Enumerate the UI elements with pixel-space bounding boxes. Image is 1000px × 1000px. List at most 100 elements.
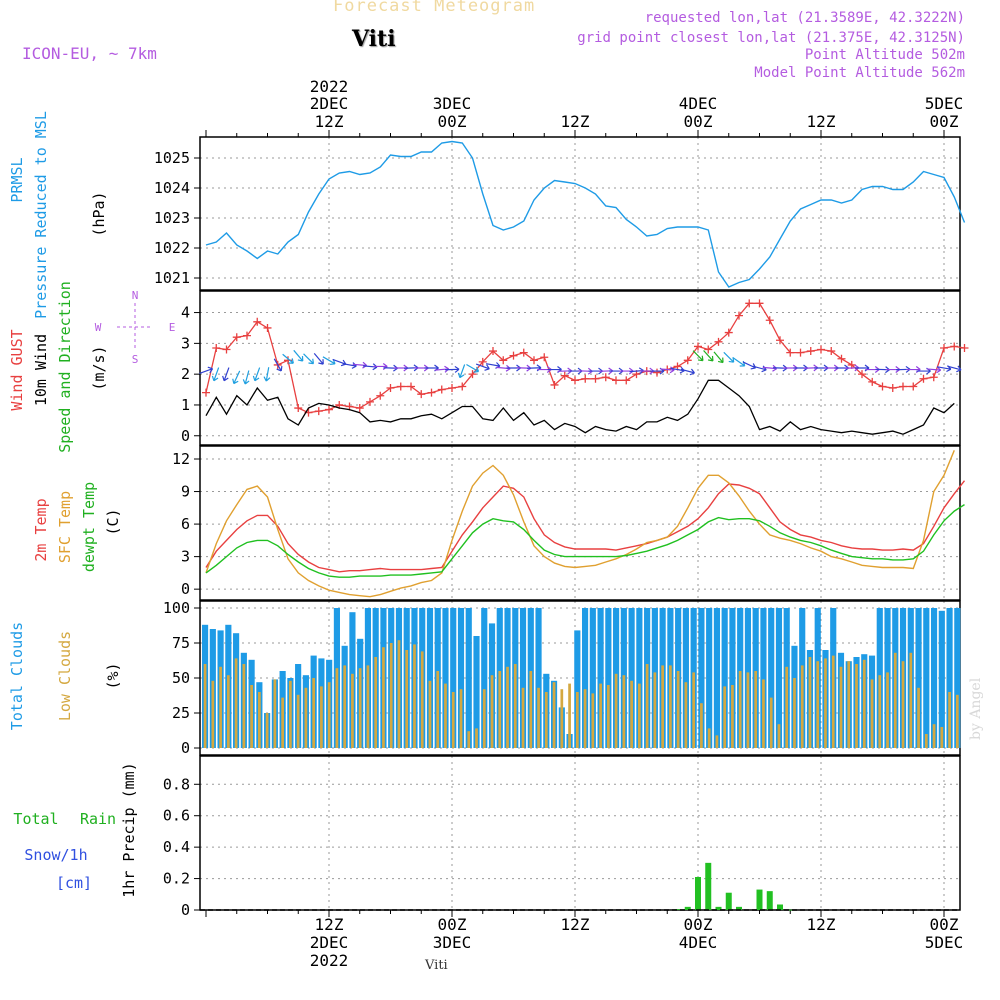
wind-ytick-label: 1: [181, 396, 190, 414]
low-cloud-bar: [451, 692, 455, 748]
wind-gust-marker: [458, 382, 467, 391]
low-cloud-bar: [684, 682, 688, 748]
wind-gust-marker: [909, 382, 918, 391]
bottom-axis-year-label: 2022: [310, 951, 349, 970]
clouds-unit-label: (%): [104, 662, 122, 689]
wind-gust-marker: [366, 397, 374, 406]
top-axis-hour-label: 12Z: [315, 112, 344, 131]
low-cloud-bar: [475, 728, 478, 748]
top-axis-date-label: 5DEC: [925, 94, 964, 113]
low-cloud-bar: [886, 672, 889, 748]
wind-direction-arrow: [723, 351, 735, 363]
wind-gust-marker: [704, 345, 713, 354]
precip-rain-bar: [674, 909, 681, 911]
wind-gust-marker: [407, 382, 415, 391]
wind-gust-marker: [243, 331, 251, 340]
low-cloud-bar: [847, 661, 851, 748]
wind-gust-marker: [396, 382, 405, 391]
bottom-axis-hour-label: 12Z: [315, 915, 344, 934]
total-cloud-bar: [729, 608, 736, 748]
wind-gust-marker: [314, 407, 323, 416]
top-axis-hour-label: 12Z: [561, 112, 590, 131]
wind-direction-arrow: [752, 365, 767, 373]
total-cloud-bar: [605, 608, 612, 748]
wind-gust-marker: [499, 356, 508, 365]
wind-gust-marker: [653, 368, 661, 377]
precip-ytick-label: 0.6: [163, 807, 190, 825]
total-cloud-bar: [597, 608, 604, 748]
bottom-axis-date-label: 5DEC: [925, 933, 964, 952]
low-cloud-bar: [529, 671, 533, 748]
total-cloud-bar: [713, 608, 720, 748]
requested-coordinates: requested lon,lat (21.3589E, 42.3222N): [644, 10, 965, 26]
low-cloud-bar: [746, 672, 750, 748]
top-axis-hour-label: 12Z: [807, 112, 836, 131]
wind-gust-marker: [253, 317, 262, 326]
wind-gust-marker: [550, 380, 559, 389]
low-cloud-bar: [591, 693, 595, 748]
low-cloud-bar: [676, 671, 680, 748]
wind-speed-direction-label: Speed and Direction: [56, 281, 74, 453]
precip-rain-bar: [777, 904, 783, 910]
low-cloud-bar: [924, 734, 928, 748]
low-cloud-bar: [389, 643, 393, 748]
low-cloud-bar: [661, 665, 664, 748]
low-cloud-bar: [397, 640, 401, 748]
low-cloud-bar: [738, 671, 742, 748]
temp-sfc-line: [205, 450, 955, 598]
total-cloud-bar: [721, 608, 728, 748]
wind-unit-label: (m/s): [90, 345, 108, 390]
wind-gust-marker: [796, 348, 805, 357]
wind-gust-marker: [212, 343, 221, 352]
total-cloud-bar: [582, 608, 589, 748]
wind-gust-marker: [817, 345, 825, 354]
low-cloud-bar: [467, 731, 471, 748]
low-cloud-bar: [808, 657, 812, 748]
low-cloud-bar: [893, 652, 897, 748]
wind-gust-marker: [581, 374, 590, 383]
wind-ytick-label: 4: [181, 304, 190, 322]
wind-direction-arrow: [222, 367, 230, 382]
wind-gust-marker: [571, 376, 579, 385]
low-cloud-bar: [203, 664, 207, 748]
precip-rain-bar: [725, 892, 732, 910]
low-cloud-bar: [948, 692, 951, 748]
total-cloud-bar: [768, 608, 775, 748]
temp-dewpoint-line: [205, 504, 965, 578]
wind-gust-marker: [622, 376, 631, 385]
low-cloud-bar: [816, 661, 820, 748]
total-cloud-bar: [457, 608, 465, 748]
precip-rain-bar: [756, 889, 763, 910]
wind-10m-line: [205, 379, 955, 435]
low-cloud-bar: [583, 689, 587, 748]
pressure-ytick-label: 1025: [154, 149, 190, 167]
wind-gust-marker: [202, 388, 210, 397]
low-cloud-bar: [498, 671, 502, 748]
precip-rain-label: Rain: [80, 810, 116, 828]
wind-gust-marker: [489, 347, 497, 356]
wind-gust-marker: [940, 343, 948, 352]
meteogram-title: Forecast Meteogram: [333, 0, 536, 16]
low-cloud-bar: [692, 672, 696, 748]
wind-gust-marker: [714, 337, 723, 346]
total-cloud-bar: [946, 608, 953, 748]
temperature-ytick-label: 0: [181, 580, 190, 598]
low-cloud-bar: [490, 675, 494, 748]
low-cloud-bar: [940, 727, 944, 748]
total-cloud-bar: [698, 608, 705, 748]
low-cloud-bar: [327, 682, 331, 748]
temp-2m-line: [205, 480, 966, 573]
low-cloud-bar: [622, 675, 626, 748]
wind-direction-arrow: [232, 370, 241, 385]
wind-gust-marker: [888, 384, 897, 393]
top-axis-date-label: 3DEC: [433, 94, 472, 113]
wind-gust-marker: [735, 311, 743, 320]
low-cloud-bar: [870, 679, 874, 748]
wind-direction-arrow: [211, 367, 220, 382]
top-axis-hour-label: 00Z: [930, 112, 959, 131]
wind-direction-arrow: [303, 353, 315, 365]
bottom-axis-hour-label: 00Z: [684, 915, 713, 934]
wind-direction-arrow: [680, 368, 695, 376]
low-cloud-bar: [901, 661, 905, 748]
low-cloud-bar: [839, 666, 843, 748]
